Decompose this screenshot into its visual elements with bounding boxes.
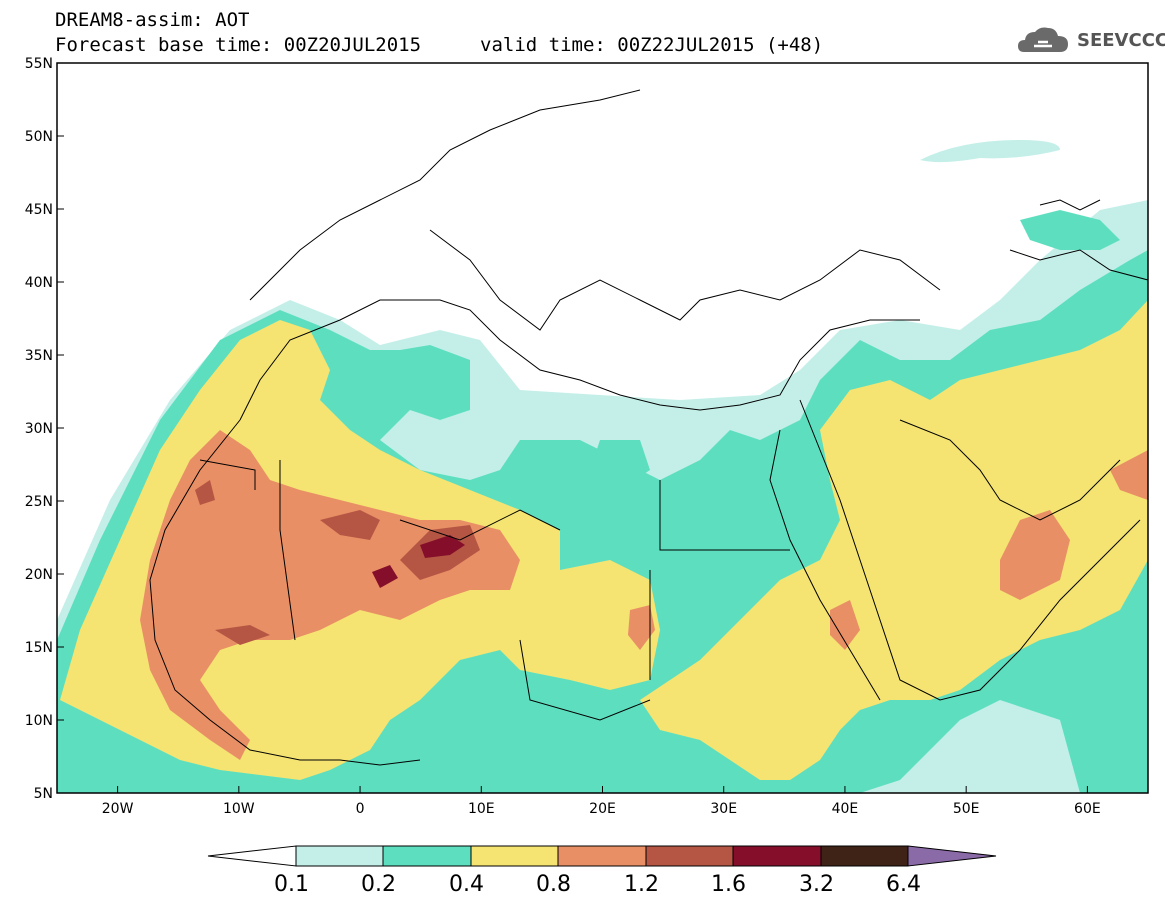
colorbar-min-arrow xyxy=(207,845,297,867)
colorbar-bin xyxy=(295,845,384,867)
lat-tick-label: 40N xyxy=(25,275,53,291)
cloud-icon xyxy=(1018,27,1068,52)
lon-tick-label: 60E xyxy=(1074,801,1101,817)
colorbar-label: 0.1 xyxy=(274,872,309,897)
colorbar-label: 0.2 xyxy=(361,872,396,897)
lon-tick-label: 50E xyxy=(953,801,980,817)
aot-field xyxy=(57,63,1148,793)
colorbar-label: 0.8 xyxy=(536,872,571,897)
longitude-axis: 20W 10W 0 10E 20E 30E 40E 50E 60E xyxy=(102,786,1101,817)
colorbar-bin xyxy=(732,845,822,867)
colorbar-bin xyxy=(645,845,734,867)
lon-tick-label: 40E xyxy=(832,801,859,817)
lat-tick-label: 30N xyxy=(25,421,53,437)
colorbar-label: 1.6 xyxy=(711,872,746,897)
lat-tick-label: 55N xyxy=(25,56,53,72)
lon-tick-label: 30E xyxy=(710,801,737,817)
valid-time: valid time: 00Z22JUL2015 (+48) xyxy=(480,34,824,56)
lat-tick-label: 20N xyxy=(25,567,53,583)
colorbar-label: 3.2 xyxy=(799,872,834,897)
lat-tick-label: 50N xyxy=(25,129,53,145)
lon-tick-label: 10W xyxy=(223,801,255,817)
colorbar-max-arrow xyxy=(907,845,997,867)
lat-tick-label: 35N xyxy=(25,348,53,364)
lon-tick-label: 20W xyxy=(102,801,134,817)
lon-tick-label: 10E xyxy=(468,801,495,817)
colorbar xyxy=(207,845,997,867)
lat-tick-label: 45N xyxy=(25,202,53,218)
colorbar-label: 1.2 xyxy=(624,872,659,897)
lon-tick-label: 20E xyxy=(589,801,616,817)
colorbar-bin xyxy=(382,845,472,867)
forecast-base-time: Forecast base time: 00Z20JUL2015 xyxy=(55,34,422,56)
coastlines xyxy=(149,89,1148,766)
lon-tick-label: 0 xyxy=(356,801,365,817)
logo-text: SEEVCCC xyxy=(1077,30,1165,51)
lat-tick-label: 25N xyxy=(25,494,53,510)
map-title: DREAM8-assim: AOT xyxy=(55,9,250,31)
lat-tick-label: 5N xyxy=(34,786,53,802)
colorbar-bin xyxy=(820,845,909,867)
colorbar-bin xyxy=(470,845,559,867)
lat-tick-label: 10N xyxy=(25,713,53,729)
colorbar-bin xyxy=(557,845,647,867)
colorbar-label: 6.4 xyxy=(886,872,921,897)
colorbar-label: 0.4 xyxy=(449,872,484,897)
latitude-axis: 55N 50N 45N 40N 35N 30N 25N 20N 15N 10N 5N xyxy=(25,56,64,802)
lat-tick-label: 15N xyxy=(25,640,53,656)
